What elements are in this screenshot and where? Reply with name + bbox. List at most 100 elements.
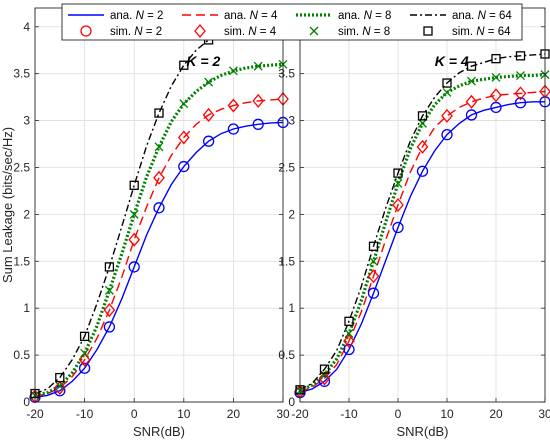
legend-label: ana. N = 4 (224, 10, 278, 22)
x-tick-label: 20 (489, 407, 503, 421)
data-point-circle (178, 160, 190, 173)
legend-label-variable: N (362, 26, 371, 38)
legend-label: sim. N = 2 (110, 26, 162, 38)
y-tick-label: 0.5 (13, 348, 30, 362)
legend-entry: ana. N = 4 (182, 10, 278, 22)
legend-label-prefix: sim. (224, 26, 248, 38)
data-point-square (491, 54, 501, 64)
legend-label-suffix: = 2 (143, 26, 163, 38)
x-axis-label: SNR(dB) (396, 424, 448, 439)
data-point-x (516, 71, 525, 81)
data-point-x (80, 348, 90, 358)
legend-box (61, 3, 523, 41)
y-tick-label: 0 (288, 395, 295, 409)
series-line-1 (34, 121, 284, 398)
data-point-x (104, 285, 114, 295)
legend-label-prefix: sim. (452, 26, 476, 38)
y-tick-label: 3.5 (13, 67, 30, 81)
series-line-4 (299, 53, 546, 391)
data-point-square (466, 61, 477, 71)
x-tick-label: 0 (131, 407, 138, 421)
data-point-diamond (490, 88, 502, 103)
y-tick-label: 0.5 (278, 348, 295, 362)
y-tick-label: 2 (288, 207, 295, 221)
legend-label-suffix: = 8 (371, 26, 391, 38)
data-point-x (393, 178, 403, 188)
data-point-circle (227, 123, 240, 135)
legend-label-prefix: ana. (338, 10, 364, 22)
legend-label-prefix: sim. (338, 26, 362, 38)
data-point-circle (318, 375, 331, 388)
legend: ana. N = 2 ana. N = 4 ana. N = 8 ana. N = 6… (61, 3, 523, 41)
data-point-x (129, 209, 139, 219)
x-tick-label: 30 (276, 407, 290, 421)
x-tick-label: -20 (26, 407, 44, 421)
x-tick-label: -10 (340, 407, 358, 421)
panel-label: K = 4 (435, 53, 469, 69)
data-point-diamond (153, 170, 165, 185)
x-tick-label: 30 (538, 407, 550, 421)
legend-label: ana. N = 64 (452, 10, 512, 22)
data-point-diamond (78, 352, 91, 367)
legend-label: sim. N = 8 (338, 26, 390, 38)
data-point-diamond (53, 380, 66, 395)
legend-entry: sim. N = 8 (309, 26, 390, 38)
legend-marker-swatch (309, 26, 319, 36)
legend-label-prefix: ana. (452, 10, 478, 22)
series-line-3 (34, 62, 284, 397)
x-tick-label: 0 (395, 407, 402, 421)
data-point-circle (392, 221, 404, 234)
data-point-circle (128, 261, 140, 273)
y-tick-label: 2 (23, 207, 30, 221)
data-point-square (344, 316, 354, 326)
y-tick-label: 3.5 (278, 67, 295, 81)
data-point-x (228, 66, 238, 76)
data-point-x (467, 76, 476, 86)
y-tick-label: 0 (23, 395, 30, 409)
y-tick-label: 4 (23, 20, 30, 34)
legend-label-variable: N (478, 10, 487, 22)
data-point-circle (103, 321, 116, 333)
legend-label-suffix: = 64 (486, 10, 513, 22)
data-point-circle (465, 109, 478, 121)
legend-label: ana. N = 8 (338, 10, 391, 22)
x-tick-label: -20 (291, 407, 309, 421)
data-point-x (253, 61, 263, 71)
legend-entry: sim. N = 2 (80, 25, 162, 38)
legend-label: ana. N = 2 (110, 10, 163, 22)
data-point-x (442, 87, 452, 97)
data-point-circle (343, 343, 355, 356)
data-point-square (368, 241, 379, 251)
data-point-diamond (465, 94, 478, 109)
data-point-diamond (343, 334, 355, 349)
data-point-circle (514, 97, 527, 109)
legend-label-suffix: = 4 (257, 26, 277, 38)
data-point-square (515, 51, 526, 61)
legend-label-prefix: ana. (110, 10, 136, 22)
data-point-square (319, 364, 330, 374)
y-tick-label: 1 (288, 301, 295, 315)
data-point-square (179, 60, 189, 70)
data-point-square (154, 108, 164, 118)
legend-label-variable: N (476, 26, 485, 38)
y-tick-label: 1.5 (278, 254, 295, 268)
y-tick-label: 1.5 (13, 254, 30, 268)
data-point-diamond (367, 269, 380, 284)
y-tick-label: 3 (23, 114, 30, 128)
data-point-diamond (252, 93, 265, 108)
legend-label-suffix: = 64 (485, 26, 512, 38)
data-point-circle (441, 128, 453, 141)
data-point-x (344, 329, 354, 338)
data-point-diamond (441, 108, 453, 123)
data-point-circle (153, 202, 165, 214)
data-point-square (417, 111, 428, 121)
legend-label-prefix: sim. (110, 26, 134, 38)
data-point-diamond (103, 303, 116, 318)
legend-entry: ana. N = 64 (410, 10, 512, 22)
legend-label: sim. N = 64 (452, 26, 511, 38)
data-point-x (55, 381, 65, 391)
data-point-x (418, 118, 427, 128)
data-point-diamond (392, 197, 404, 213)
y-tick-label: 1 (23, 301, 30, 315)
data-point-diamond (416, 139, 429, 154)
